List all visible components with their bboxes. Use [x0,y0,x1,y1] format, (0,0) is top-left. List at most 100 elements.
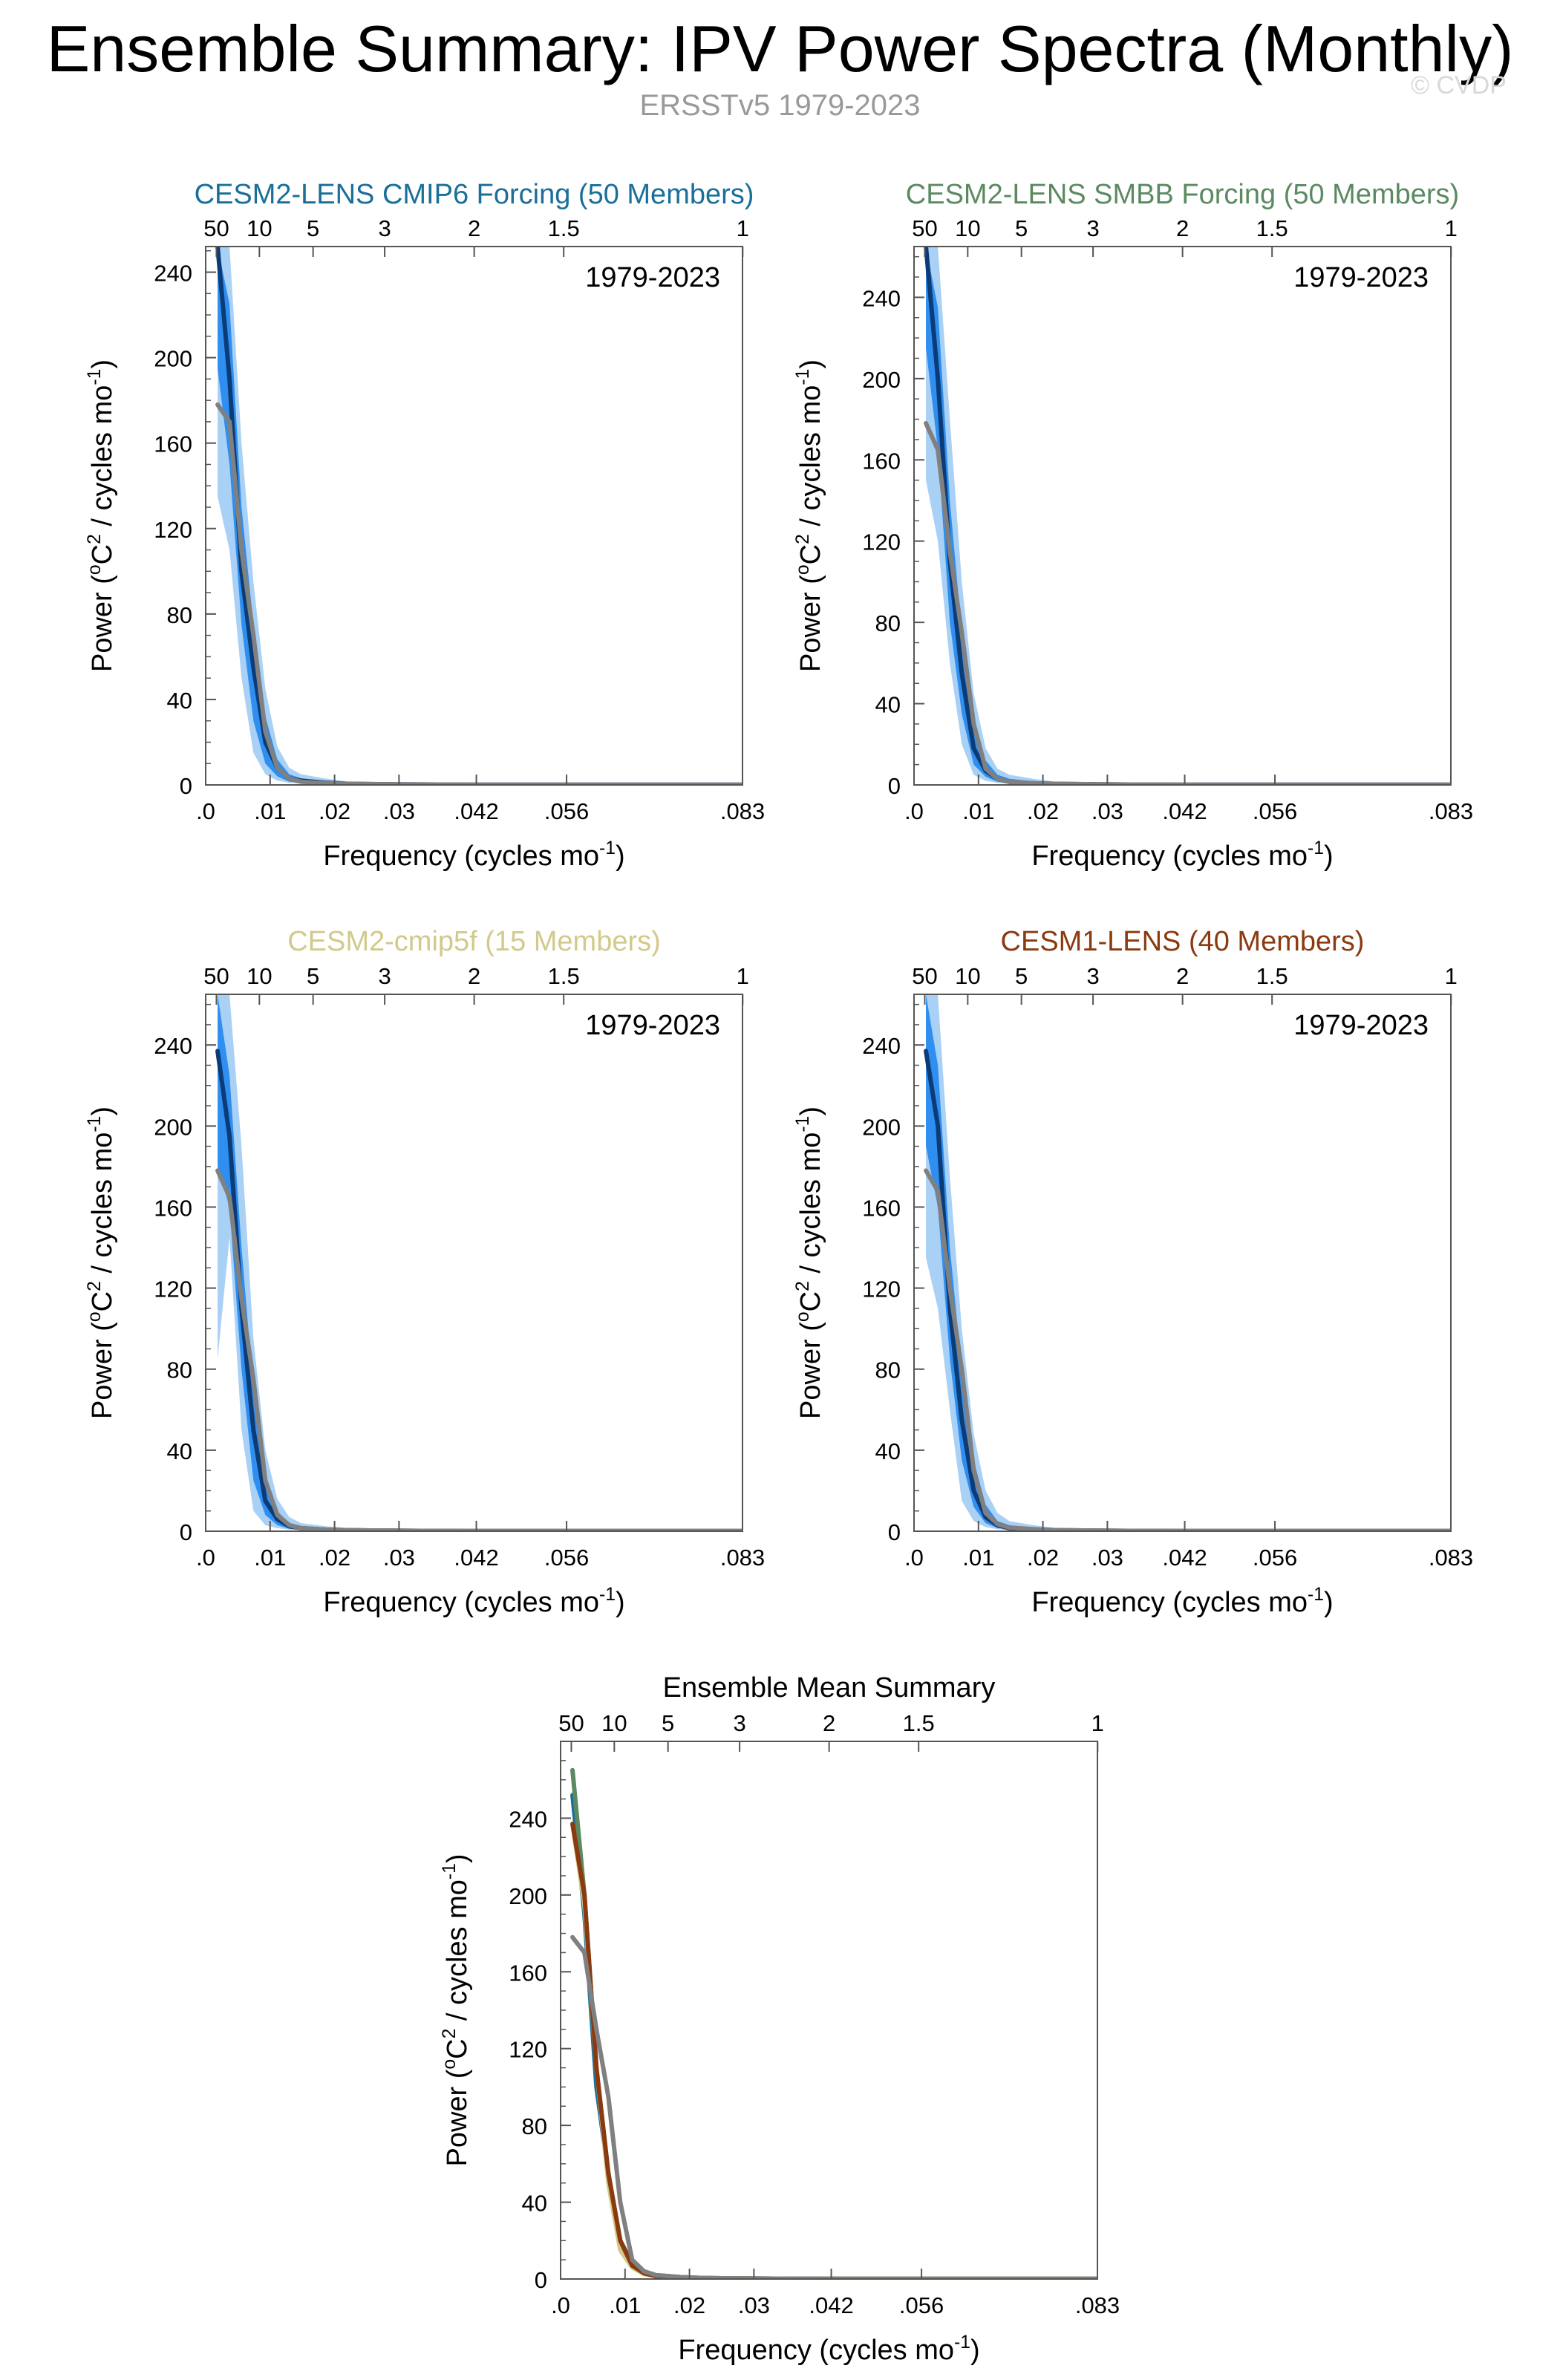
y-tick-label: 200 [154,346,192,372]
y-tick-label: 0 [888,773,901,799]
x-tick-label: .056 [899,2292,944,2318]
observed-line [570,1934,1097,2279]
x-axis-label: Frequency (cycles mo-1) [323,838,624,872]
x-tick-label: .042 [1162,1545,1207,1571]
top-tick-label: 5 [307,963,319,989]
x-tick-label: .03 [383,798,415,824]
plot-frame [913,246,1452,786]
spread-band-inner [926,994,1451,1531]
plot-area [215,247,743,785]
spread-band-outer [926,247,1451,785]
x-tick-label: .042 [1162,798,1207,824]
x-axis-label: Frequency (cycles mo-1) [323,1585,624,1618]
top-tick-label: 3 [378,963,391,989]
top-tick-label: 50 [203,215,229,241]
top-tick-label: 2 [468,215,480,241]
y-tick-label: 0 [535,2267,547,2293]
x-tick-label: .056 [544,1545,589,1571]
top-tick-label: 1.5 [1256,963,1288,989]
plot-area [924,247,1451,785]
y-tick-label: 240 [862,1033,901,1059]
y-tick-label: 80 [167,602,192,628]
panel-title: CESM2-LENS CMIP6 Forcing (50 Members) [195,179,754,210]
y-axis-label: Power (oC2 / cycles mo-1) [793,1106,826,1419]
x-tick-label: .02 [1027,1545,1059,1571]
y-tick-label: 120 [862,529,901,555]
y-tick-label: 160 [509,1960,547,1986]
y-tick-label: 200 [509,1883,547,1909]
y-axis-label: Power (oC2 / cycles mo-1) [85,1106,118,1419]
top-tick-label: 3 [1086,215,1099,241]
spread-band-inner [218,994,743,1531]
x-tick-label: .0 [551,2292,570,2318]
x-tick-label: .042 [454,1545,498,1571]
y-tick-label: 120 [509,2037,547,2063]
x-tick-label: .083 [720,1545,765,1571]
y-tick-label: 80 [875,1357,901,1383]
y-tick-label: 40 [167,688,192,714]
plot-frame [205,246,743,786]
x-tick-label: .0 [904,1545,924,1571]
x-tick-label: .042 [454,798,498,824]
y-tick-label: 40 [875,692,901,718]
top-tick-label: 5 [1015,215,1028,241]
x-tick-label: .01 [254,798,286,824]
x-tick-label: .02 [673,2292,705,2318]
y-tick-label: 0 [888,1519,901,1545]
top-tick-label: 2 [1176,963,1189,989]
plot-area [570,1767,1097,2279]
y-tick-label: 160 [154,1195,192,1221]
y-tick-label: 240 [862,285,901,311]
y-tick-label: 40 [167,1438,192,1464]
top-tick-label: 1.5 [548,215,580,241]
ensemble-mean-line [215,1049,743,1531]
x-tick-label: .056 [1253,798,1297,824]
ensemble-mean-line [924,247,1451,785]
top-tick-label: 50 [912,963,937,989]
observed-line [924,421,1451,785]
x-tick-label: .01 [962,1545,994,1571]
panel-title: CESM1-LENS (40 Members) [1001,926,1365,957]
plot-frame [205,994,743,1532]
x-tick-label: .0 [196,798,215,824]
x-tick-label: .083 [1429,798,1473,824]
figure-subtitle: ERSSTv5 1979-2023 [639,89,921,122]
x-tick-label: .03 [1091,798,1123,824]
top-tick-label: 5 [307,215,319,241]
y-axis-label: Power (oC2 / cycles mo-1) [440,1854,473,2166]
series-line [570,1822,1097,2279]
top-tick-label: 2 [1176,215,1189,241]
period-annotation: 1979-2023 [585,262,720,293]
top-tick-label: 10 [601,1710,627,1736]
y-tick-label: 160 [862,448,901,474]
top-tick-label: 1 [737,963,749,989]
chart-panel: CESM2-LENS CMIP6 Forcing (50 Members) 0 40… [85,179,765,872]
x-tick-label: .03 [383,1545,415,1571]
period-annotation: 1979-2023 [1293,1010,1429,1041]
y-tick-label: 80 [875,610,901,636]
top-tick-label: 1.5 [1256,215,1288,241]
spread-band-inner [218,247,743,785]
plot-frame [560,1741,1098,2280]
chart-panel: CESM2-cmip5f (15 Members) 0 40 80 120 160 200 2… [85,926,765,1618]
x-tick-label: .01 [254,1545,286,1571]
panel-title: CESM2-LENS SMBB Forcing (50 Members) [906,179,1459,210]
x-tick-label: .02 [319,798,350,824]
top-tick-label: 50 [203,963,229,989]
observed-line [924,1168,1451,1531]
x-tick-label: .083 [1075,2292,1120,2318]
x-tick-label: .042 [809,2292,853,2318]
y-tick-label: 160 [154,431,192,457]
top-tick-label: 3 [1086,963,1099,989]
chart-panel: CESM1-LENS (40 Members) 0 40 80 120 160 200 240… [793,926,1473,1618]
x-tick-label: .083 [720,798,765,824]
top-tick-label: 10 [955,963,980,989]
x-tick-label: .01 [609,2292,641,2318]
plot-area [924,994,1451,1531]
plot-frame [913,994,1452,1532]
y-tick-label: 40 [875,1438,901,1464]
top-tick-label: 3 [378,215,391,241]
x-tick-label: .056 [544,798,589,824]
top-tick-label: 1 [1091,1710,1104,1736]
